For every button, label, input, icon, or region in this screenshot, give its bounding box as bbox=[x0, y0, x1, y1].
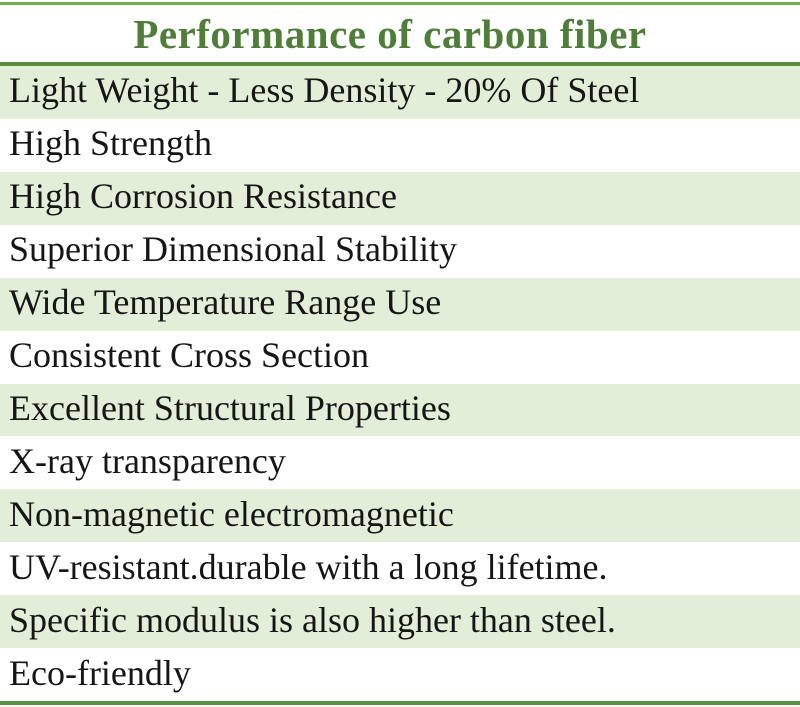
table-row: High Strength bbox=[0, 118, 800, 172]
row-label: High Strength bbox=[9, 123, 212, 164]
table-row: Light Weight - Less Density - 20% Of Ste… bbox=[0, 66, 800, 119]
header-separator-rule bbox=[0, 62, 800, 66]
table-row: UV-resistant.durable with a long lifetim… bbox=[0, 542, 800, 596]
row-label: Excellent Structural Properties bbox=[9, 387, 451, 428]
table-row: High Corrosion Resistance bbox=[0, 171, 800, 225]
table-row: Excellent Structural Properties bbox=[0, 383, 800, 437]
table-row: Consistent Cross Section bbox=[0, 330, 800, 384]
table-row: Eco-friendly bbox=[0, 648, 800, 702]
page-title: Performance of carbon fiber bbox=[133, 10, 647, 57]
row-label: High Corrosion Resistance bbox=[9, 176, 397, 217]
row-label: X-ray transparency bbox=[9, 440, 286, 481]
table-body: Light Weight - Less Density - 20% Of Ste… bbox=[0, 66, 800, 702]
table-row: Wide Temperature Range Use bbox=[0, 277, 800, 331]
row-label: Wide Temperature Range Use bbox=[9, 282, 442, 323]
table-top-rule bbox=[0, 2, 800, 5]
row-label: Consistent Cross Section bbox=[9, 335, 370, 376]
table-row: Specific modulus is also higher than ste… bbox=[0, 595, 800, 649]
row-label: Non-magnetic electromagnetic bbox=[9, 493, 454, 534]
row-label: UV-resistant.durable with a long lifetim… bbox=[9, 546, 608, 587]
table-header: Performance of carbon fiber bbox=[0, 5, 800, 62]
table-row: X-ray transparency bbox=[0, 436, 800, 490]
row-label: Light Weight - Less Density - 20% Of Ste… bbox=[9, 70, 640, 111]
row-label: Superior Dimensional Stability bbox=[9, 229, 457, 270]
table-row: Superior Dimensional Stability bbox=[0, 224, 800, 278]
table-bottom-rule bbox=[0, 701, 800, 705]
row-label: Specific modulus is also higher than ste… bbox=[9, 599, 616, 640]
row-label: Eco-friendly bbox=[9, 652, 191, 693]
table-row: Non-magnetic electromagnetic bbox=[0, 489, 800, 543]
